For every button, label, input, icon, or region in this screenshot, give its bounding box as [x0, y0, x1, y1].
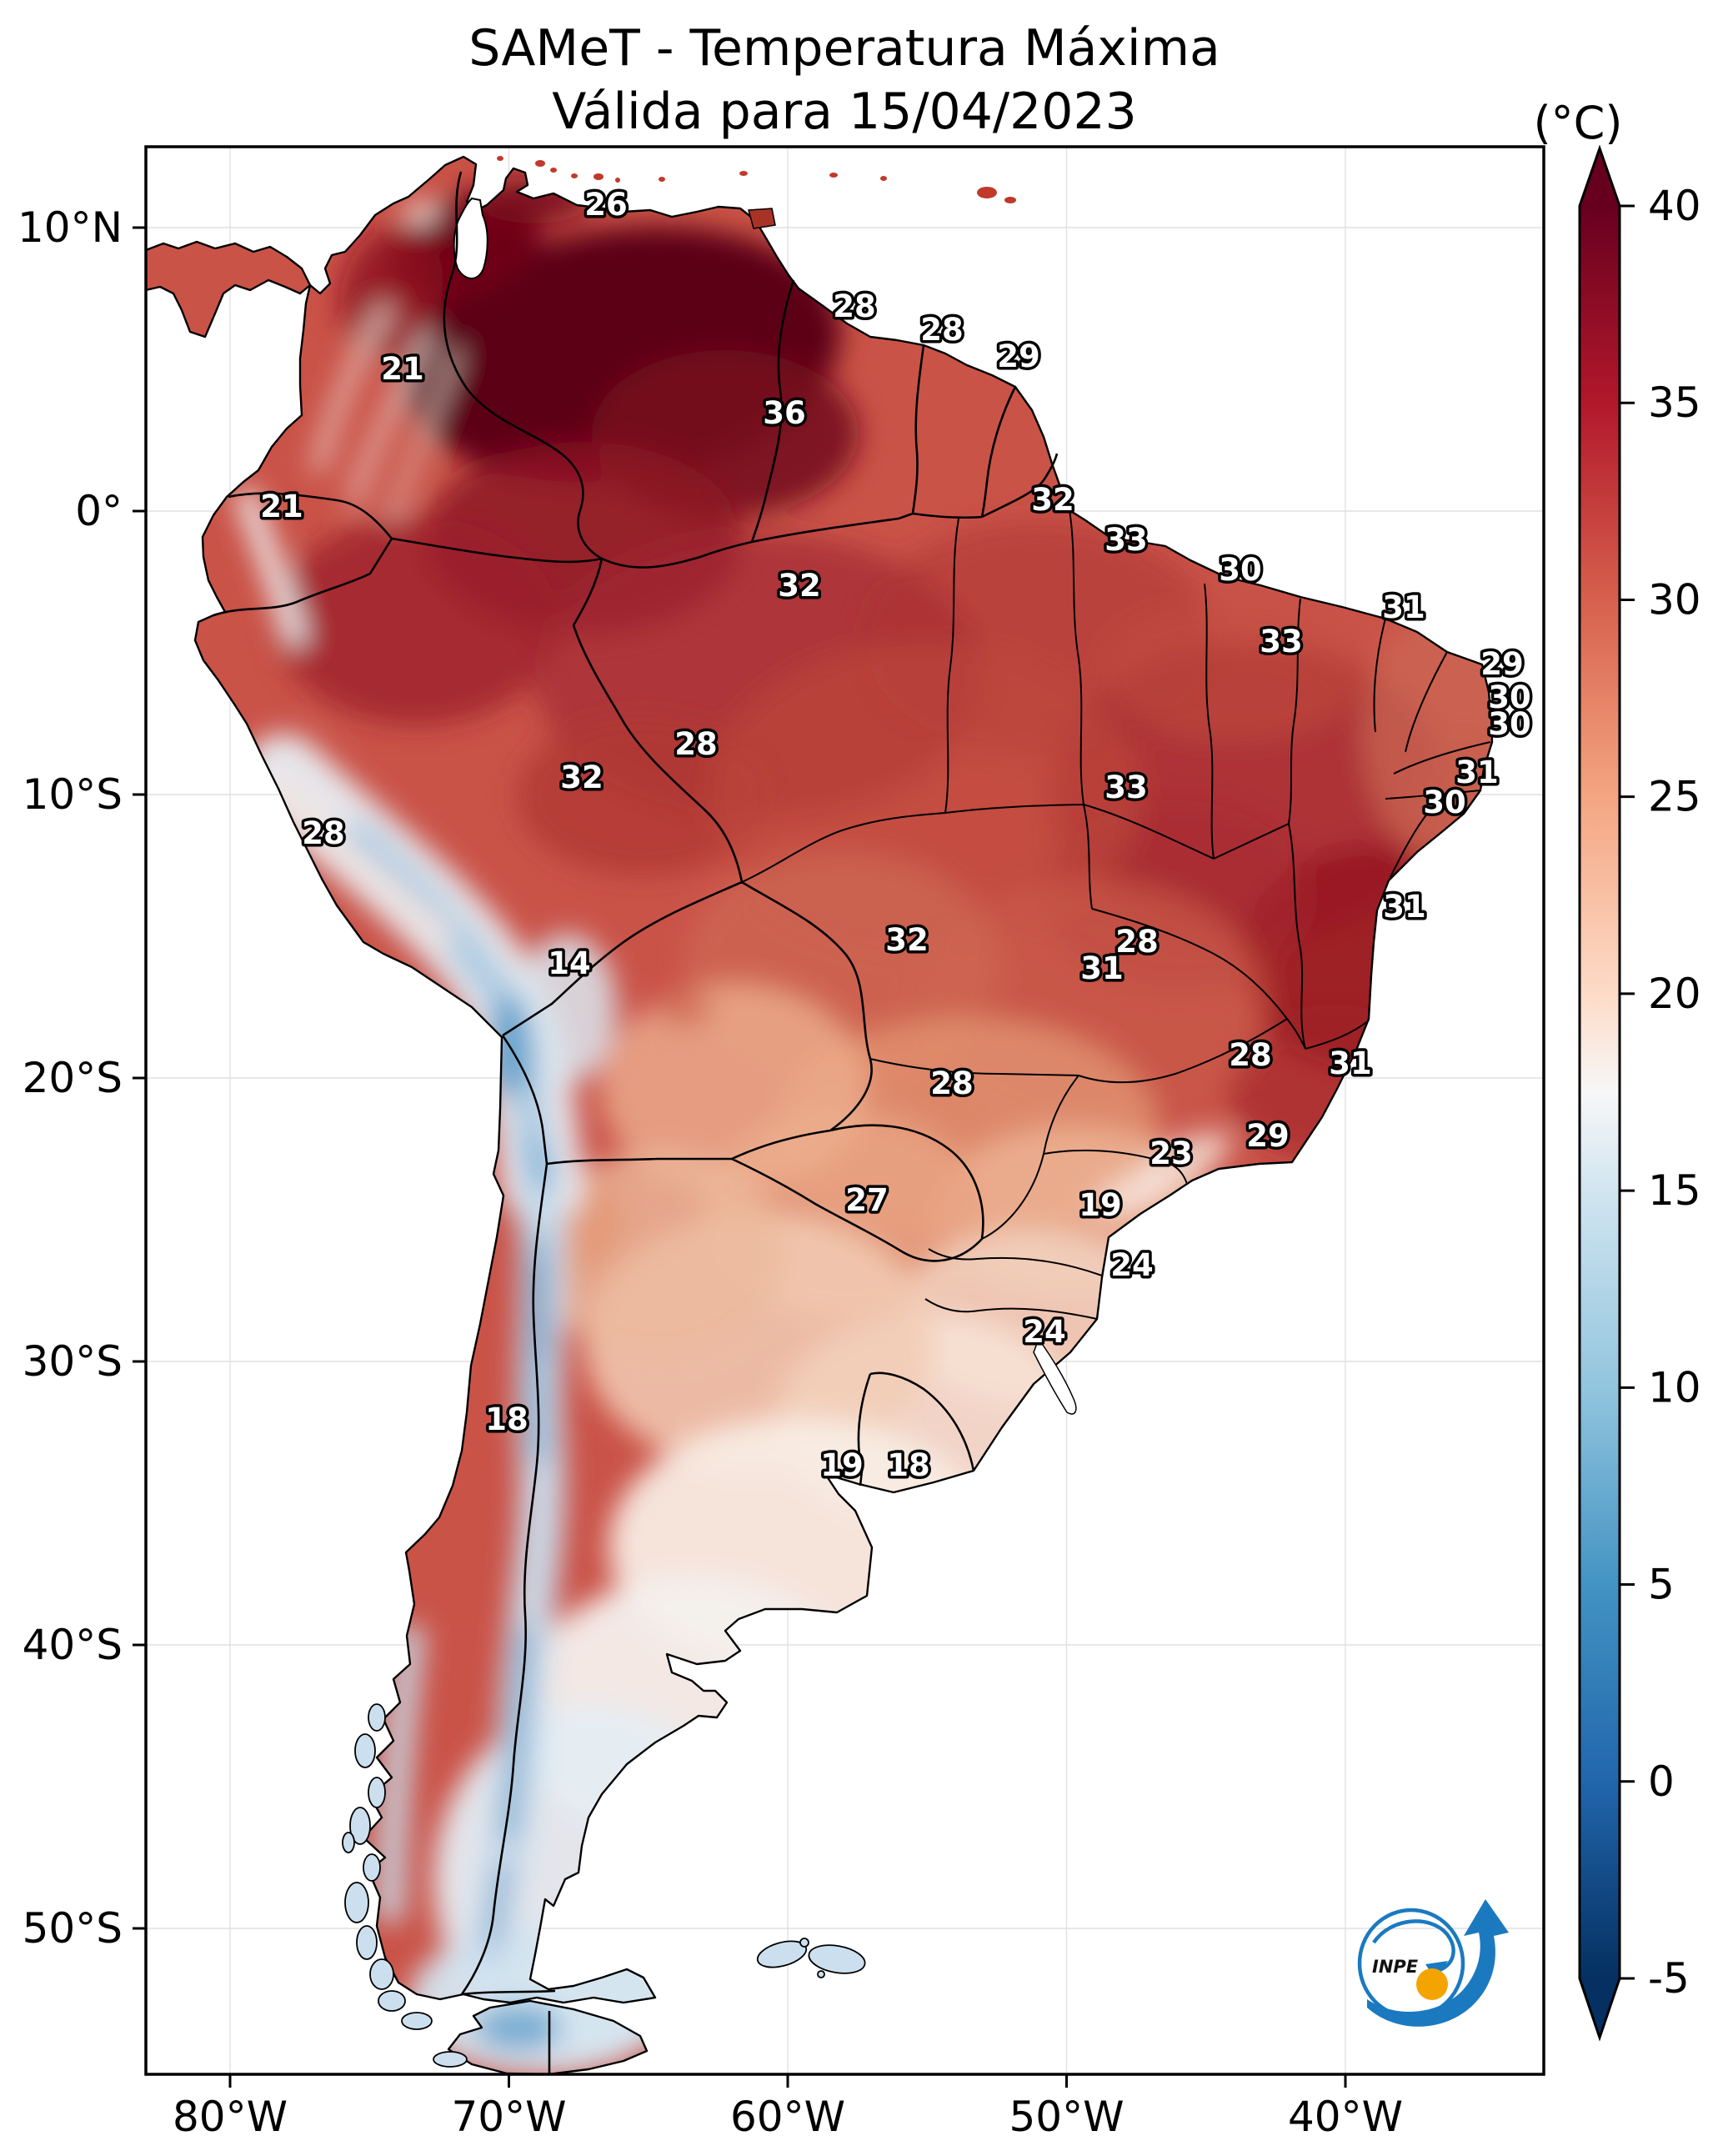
temp-value-label: 28 [920, 312, 964, 348]
temp-value-label: 24 [1110, 1247, 1154, 1283]
lat-tick-label: 10°S [23, 770, 123, 819]
page-subtitle: Válida para 15/04/2023 [552, 83, 1137, 141]
temp-value-label: 30 [1423, 785, 1466, 820]
temp-value-label: 33 [1260, 624, 1303, 659]
map-frame [144, 145, 1545, 2076]
lake-maracaibo [453, 197, 488, 279]
temp-value-label: 26 [584, 187, 628, 223]
lon-tick-label: 40°W [1288, 2093, 1403, 2141]
temp-value-label: 28 [1229, 1037, 1272, 1073]
colorbar-tick-label: 40 [1648, 182, 1701, 230]
temp-value-label: 29 [1480, 646, 1524, 682]
lon-tick-label: 80°W [173, 2093, 288, 2141]
temp-value-label: 19 [1079, 1187, 1122, 1223]
temp-value-label: 23 [1150, 1136, 1193, 1171]
temp-value-label: 33 [1104, 522, 1148, 558]
temp-value-label: 31 [1383, 889, 1426, 925]
temp-value-label: 29 [997, 338, 1040, 374]
temp-value-label: 28 [833, 288, 876, 324]
colorbar-unit-label: (°C) [1534, 97, 1623, 149]
temp-value-label: 32 [1031, 482, 1074, 518]
lat-tick-label: 10°N [18, 203, 123, 252]
longitude-axis: 80°W 70°W 60°W 50°W 40°W [173, 2074, 1403, 2141]
colorbar-ticks: 40 35 30 25 20 15 10 5 0 -5 [1620, 182, 1701, 2003]
lat-tick-label: 20°S [23, 1054, 123, 1102]
latitude-axis: 10°N 0° 10°S 20°S 30°S 40°S 50°S [18, 203, 146, 1953]
caribbean-islands [497, 156, 1016, 203]
lat-tick-label: 50°S [23, 1904, 123, 1953]
temp-value-label: 31 [1080, 950, 1124, 986]
temp-value-label: 31 [1329, 1045, 1372, 1081]
falkland-islands [756, 1938, 866, 1978]
temp-value-label: 29 [1246, 1118, 1290, 1154]
temp-value-label: 33 [1104, 770, 1148, 805]
temp-value-label: 27 [845, 1182, 889, 1218]
island-trinidad [748, 208, 776, 229]
page-title: SAMeT - Temperatura Máxima [468, 19, 1220, 78]
colorbar: 40 35 30 25 20 15 10 5 0 -5 (°C) [1534, 97, 1701, 2042]
logo-inner-spiral [1372, 1919, 1455, 1973]
colorbar-tick-label: 25 [1648, 773, 1701, 821]
lat-tick-label: 40°S [23, 1621, 123, 1669]
lon-tick-label: 50°W [1009, 2093, 1124, 2141]
temp-value-label: 24 [1023, 1314, 1066, 1350]
temp-value-label: 32 [560, 760, 604, 795]
logo-orange-dot [1416, 1968, 1448, 2000]
temp-value-label: 28 [302, 815, 345, 851]
colorbar-tick-label: 30 [1648, 575, 1701, 624]
country-borders [213, 171, 1059, 2073]
lon-tick-label: 60°W [730, 2093, 845, 2141]
temp-value-label: 14 [548, 945, 591, 981]
colorbar-tick-label: 15 [1648, 1166, 1701, 1215]
temp-value-label: 30 [1219, 552, 1262, 588]
colorbar-tick-label: 5 [1648, 1561, 1675, 1609]
state-borders [741, 509, 1491, 1320]
lat-tick-label: 0° [75, 487, 123, 535]
temp-value-label: 21 [260, 489, 303, 524]
chilean-fjord-islands [342, 1703, 468, 2068]
temp-value-label: 28 [674, 726, 718, 762]
temp-value-label: 19 [820, 1447, 864, 1483]
logo-swoosh-arrow [1367, 1899, 1509, 2027]
inpe-logo: INPE [1357, 1899, 1509, 2027]
lagoa-dos-patos [1033, 1337, 1077, 1415]
temp-value-label: 32 [885, 922, 929, 958]
temp-value-label: 31 [1382, 589, 1425, 625]
temp-value-label: 28 [1115, 924, 1159, 960]
colorbar-tick-label: 10 [1648, 1363, 1701, 1411]
colorbar-bar [1578, 144, 1621, 2042]
temp-value-label: 18 [887, 1447, 930, 1483]
temp-value-label: 21 [381, 351, 424, 387]
colorbar-tick-label: -5 [1648, 1954, 1690, 2003]
logo-text: INPE [1372, 1957, 1419, 1977]
colorbar-tick-label: 0 [1648, 1757, 1675, 1806]
colorbar-tick-label: 35 [1648, 379, 1701, 427]
coastlines [145, 155, 1494, 2076]
temp-value-label: 32 [778, 568, 821, 604]
temp-value-label: 30 [1488, 679, 1531, 715]
temp-value-label: 30 [1488, 706, 1531, 742]
temp-value-label: 28 [930, 1065, 974, 1101]
temp-value-label: 36 [763, 395, 806, 431]
lon-tick-label: 70°W [451, 2093, 566, 2141]
temp-value-label: 31 [1455, 755, 1499, 790]
temp-value-label: 18 [485, 1401, 528, 1437]
lat-tick-label: 30°S [23, 1337, 123, 1386]
colorbar-tick-label: 20 [1648, 970, 1701, 1018]
